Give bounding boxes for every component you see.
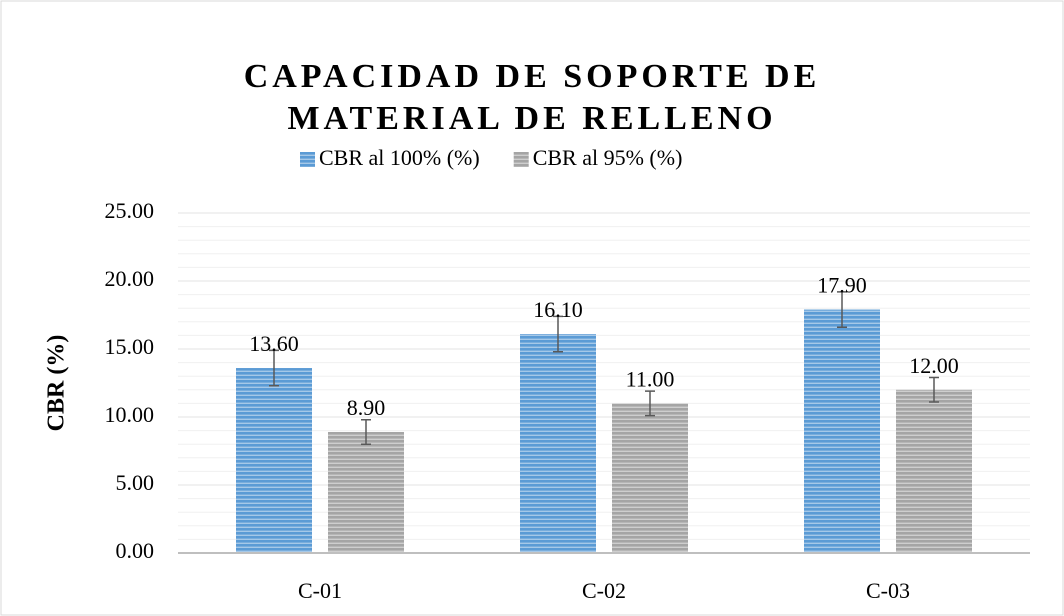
legend-label: CBR al 95% (%) <box>533 145 683 170</box>
data-label: 12.00 <box>909 353 959 378</box>
y-tick-label: 25.00 <box>105 198 155 223</box>
chart-title: CAPACIDAD DE SOPORTE DE MATERIAL DE RELL… <box>243 58 821 137</box>
bar <box>520 334 596 553</box>
y-tick-label: 10.00 <box>105 402 155 427</box>
y-tick-label: 5.00 <box>116 470 155 495</box>
legend-swatch <box>300 152 315 167</box>
y-tick-label: 20.00 <box>105 266 155 291</box>
error-bar <box>269 349 279 387</box>
error-bar <box>361 418 371 445</box>
legend-swatch <box>513 152 529 167</box>
x-tick-label: C-03 <box>866 578 910 603</box>
error-bar <box>837 291 847 328</box>
y-tick-label: 15.00 <box>105 334 155 359</box>
data-label: 16.10 <box>533 297 583 322</box>
bar <box>804 309 880 553</box>
legend-label: CBR al 100% (%) <box>319 145 480 170</box>
y-axis-label: CBR (%) <box>44 335 70 432</box>
bar <box>236 368 312 553</box>
bar <box>328 431 404 553</box>
error-bar <box>645 390 655 417</box>
data-label: 17.90 <box>817 273 867 298</box>
error-bar <box>929 376 939 403</box>
data-label: 11.00 <box>626 366 675 391</box>
x-tick-label: C-01 <box>298 578 342 603</box>
x-tick-label: C-02 <box>582 578 626 603</box>
data-label: 13.60 <box>249 331 299 356</box>
bar <box>896 389 972 553</box>
error-bar <box>553 315 563 353</box>
data-label: 8.90 <box>347 395 386 420</box>
y-tick-label: 0.00 <box>116 538 155 563</box>
bar <box>612 403 688 553</box>
